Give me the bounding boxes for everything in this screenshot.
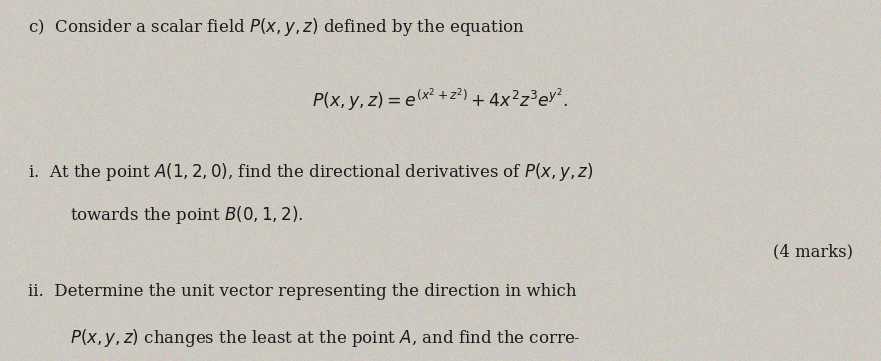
Text: $P(x, y, z)$ changes the least at the point $A$, and find the corre-: $P(x, y, z)$ changes the least at the po…: [70, 327, 581, 349]
Text: (4 marks): (4 marks): [773, 244, 853, 261]
Text: c)  Consider a scalar field $P(x, y, z)$ defined by the equation: c) Consider a scalar field $P(x, y, z)$ …: [28, 16, 525, 38]
Text: ii.  Determine the unit vector representing the direction in which: ii. Determine the unit vector representi…: [28, 283, 577, 300]
Text: towards the point $B(0, 1, 2)$.: towards the point $B(0, 1, 2)$.: [70, 204, 304, 226]
Text: i.  At the point $A(1, 2, 0)$, find the directional derivatives of $P(x, y, z)$: i. At the point $A(1, 2, 0)$, find the d…: [28, 161, 594, 183]
Text: $P(x, y, z) = e^{(x^2+z^2)} + 4x^2z^3e^{y^2}.$: $P(x, y, z) = e^{(x^2+z^2)} + 4x^2z^3e^{…: [312, 87, 569, 114]
